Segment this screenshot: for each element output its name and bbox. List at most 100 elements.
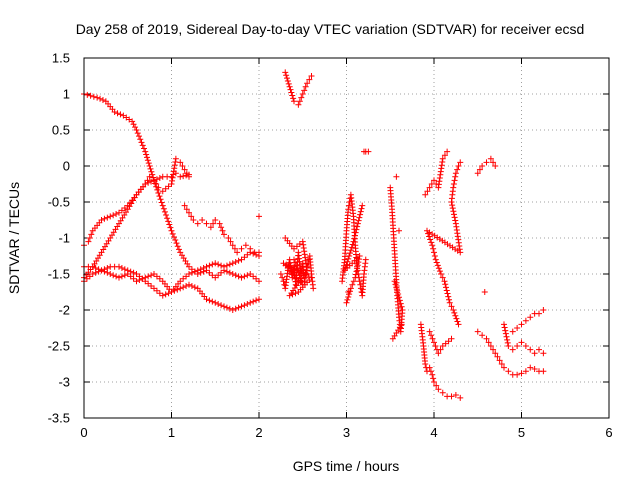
series-arc-3.9 [417, 321, 464, 401]
data-point [156, 175, 163, 181]
data-point [344, 296, 351, 303]
data-point [427, 236, 434, 243]
data-point [212, 260, 219, 267]
data-point [290, 95, 297, 102]
data-point [422, 361, 429, 367]
data-point [301, 87, 308, 94]
data-point [288, 89, 295, 96]
data-point [425, 230, 432, 237]
data-point [448, 335, 455, 342]
data-point [218, 302, 225, 309]
data-point [229, 271, 236, 277]
data-point [167, 224, 174, 231]
data-point [439, 274, 446, 281]
data-point [429, 371, 436, 378]
data-point [505, 343, 512, 349]
plot-frame [83, 57, 610, 419]
data-point [179, 163, 186, 169]
data-point [347, 285, 354, 292]
data-point [250, 298, 257, 305]
data-point [279, 274, 286, 281]
data-point [169, 230, 176, 237]
data-point [487, 343, 494, 349]
data-point [153, 176, 160, 183]
data-point [107, 213, 114, 220]
data-point [346, 253, 353, 259]
data-point [431, 249, 437, 256]
data-point [186, 173, 192, 180]
data-point [431, 253, 438, 259]
chart-title: Day 258 of 2019, Sidereal Day-to-day VTE… [76, 21, 585, 37]
data-point [194, 220, 201, 227]
data-point [253, 297, 260, 304]
data-point [116, 274, 122, 281]
data-point [394, 287, 401, 294]
data-point [235, 304, 242, 311]
data-point [350, 278, 357, 285]
data-point [191, 284, 198, 291]
data-point [168, 227, 175, 234]
data-point [352, 274, 359, 281]
data-point [89, 271, 96, 277]
data-point [358, 205, 365, 212]
data-point [110, 212, 117, 219]
data-point [518, 370, 525, 377]
data-point [104, 214, 111, 221]
data-point [117, 111, 124, 118]
series-arc-2 [81, 170, 192, 249]
data-point [144, 157, 151, 164]
data-point [349, 281, 356, 288]
data-point [161, 208, 168, 215]
data-point [206, 262, 213, 269]
data-point [391, 278, 398, 285]
data-point [194, 267, 201, 274]
x-axis-label: GPS time / hours [293, 458, 400, 474]
data-point [256, 213, 262, 220]
data-point [479, 163, 486, 169]
data-point [298, 94, 305, 101]
data-point [212, 217, 219, 223]
data-point [285, 80, 292, 87]
data-point [351, 232, 358, 239]
data-point [190, 217, 197, 223]
data-point [142, 148, 149, 155]
data-point [232, 259, 239, 265]
data-point [151, 177, 157, 184]
data-point [427, 368, 434, 375]
data-point [229, 260, 236, 267]
data-point [171, 233, 177, 240]
data-point [304, 80, 311, 87]
data-point [536, 310, 542, 317]
x-tick-label: 5 [518, 425, 525, 440]
data-point [455, 321, 462, 328]
data-point [231, 245, 238, 252]
data-point [291, 256, 297, 263]
data-point [133, 127, 140, 133]
data-point [150, 174, 157, 181]
data-point [207, 224, 214, 231]
data-point [353, 268, 360, 275]
data-point [457, 159, 464, 166]
data-point [435, 350, 442, 357]
data-point [138, 139, 145, 146]
data-point [450, 184, 457, 191]
data-point [349, 241, 356, 248]
data-point [160, 205, 167, 212]
data-point [132, 124, 139, 131]
data-point [450, 307, 457, 313]
y-tick-label: -2 [58, 303, 70, 318]
data-point [284, 78, 291, 85]
data-point [292, 290, 299, 297]
data-point [448, 303, 455, 310]
data-point [174, 243, 181, 250]
data-point [522, 343, 529, 349]
data-point [216, 220, 223, 227]
data-point [172, 237, 179, 244]
data-point [113, 211, 120, 217]
y-tick-label: 0 [63, 159, 70, 174]
data-point [90, 93, 97, 100]
data-point [452, 312, 459, 319]
data-point [159, 292, 166, 299]
data-point [292, 259, 299, 266]
data-point [297, 275, 304, 282]
